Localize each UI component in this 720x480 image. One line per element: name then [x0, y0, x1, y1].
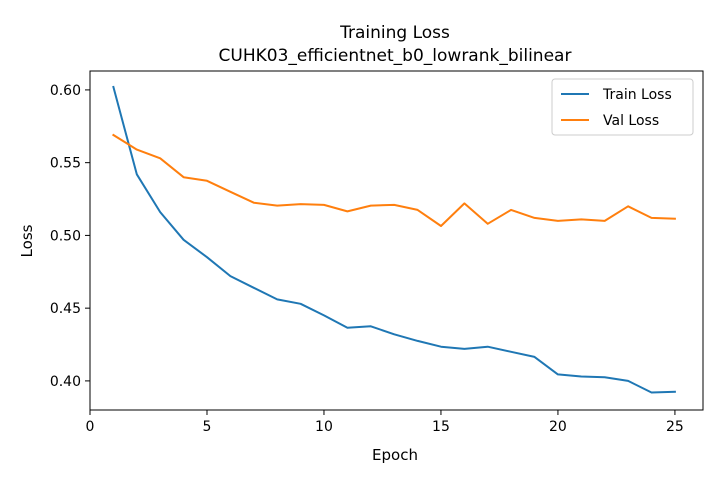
axes-layer: 0 5 10 15 20 25 0.40 0.45 0.50 0.55 0.60 [50, 70, 704, 435]
x-tick-label: 5 [203, 419, 212, 435]
legend: Train Loss Val Loss [551, 78, 694, 136]
x-tick-label: 0 [86, 419, 95, 435]
x-tick-label: 20 [549, 419, 567, 435]
y-tick-label: 0.40 [50, 374, 81, 390]
x-tick-label: 10 [315, 419, 333, 435]
y-tick-label: 0.45 [50, 301, 81, 317]
y-tick-label: 0.60 [50, 83, 81, 99]
y-tick-label: 0.55 [50, 156, 81, 172]
legend-label-val-loss: Val Loss [603, 113, 659, 129]
y-axis-label: Loss [18, 224, 36, 257]
y-tick-label: 0.50 [50, 228, 81, 244]
series-line-train-loss [112, 85, 676, 394]
x-tick-label: 15 [432, 419, 450, 435]
chart-title: Training Loss [339, 23, 450, 43]
x-axis-label: Epoch [372, 446, 418, 464]
chart-subtitle: CUHK03_efficientnet_b0_lowrank_bilinear [219, 46, 572, 66]
legend-label-train-loss: Train Loss [602, 87, 672, 103]
series-layer [112, 85, 676, 394]
plot-area-frame [89, 70, 704, 411]
x-tick-label: 25 [666, 419, 684, 435]
series-line-val-loss [112, 133, 676, 227]
